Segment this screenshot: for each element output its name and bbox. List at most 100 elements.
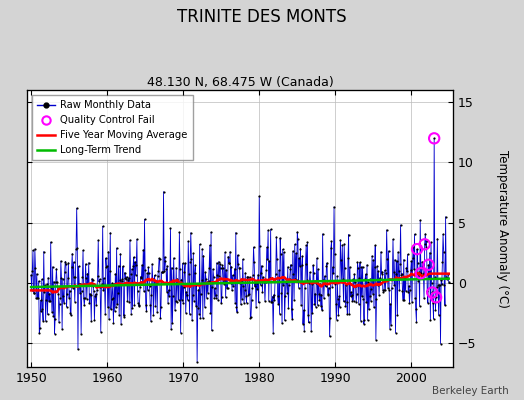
Point [107,296,116,302]
Point [171,298,180,304]
Point [129,263,137,269]
Point [271,275,279,282]
Point [259,279,268,285]
Point [279,282,288,288]
Point [365,306,373,313]
Point [111,271,119,277]
Point [391,256,399,263]
Point [220,280,228,287]
Point [265,298,273,304]
Point [170,280,179,286]
Point [419,270,428,277]
Point [432,284,441,290]
Point [133,288,141,294]
Point [292,250,300,256]
Point [388,276,397,282]
Point [429,316,438,322]
Point [185,311,194,318]
Point [263,256,271,262]
Point [177,276,185,283]
Point [379,288,388,295]
Point [208,327,216,334]
Point [101,283,109,290]
Point [257,270,265,276]
Point [107,306,115,312]
Point [165,287,173,293]
Point [46,298,54,304]
Point [385,286,394,293]
Point [287,262,295,268]
Point [32,271,41,277]
Point [400,297,409,303]
Point [195,310,203,317]
Point [240,300,248,306]
Point [391,330,400,336]
Point [422,238,431,244]
Point [202,295,211,301]
Point [270,297,279,304]
Point [241,270,249,276]
Point [169,292,177,299]
Point [69,285,77,291]
Point [216,265,225,271]
Point [148,261,156,267]
Point [68,250,77,257]
Point [443,276,452,282]
Point [220,277,228,284]
Point [61,258,70,265]
Point [275,311,283,317]
Point [250,283,259,290]
Point [164,300,172,306]
Point [404,288,412,295]
Point [344,232,353,238]
Point [320,295,328,301]
Point [113,301,122,307]
Point [357,264,365,270]
Point [340,298,348,305]
Point [337,278,346,284]
Point [176,266,184,272]
Point [138,262,146,268]
Point [255,299,263,306]
Point [286,266,294,273]
Point [403,268,411,275]
Point [166,225,174,232]
Point [45,290,53,297]
Point [364,317,372,324]
Point [83,270,92,277]
Point [217,300,225,306]
Point [67,312,75,318]
Point [343,298,351,305]
Point [192,303,200,309]
Point [86,292,95,298]
Point [301,285,309,291]
Point [444,279,453,285]
Point [374,282,382,288]
Point [128,266,136,272]
Point [135,303,143,310]
Point [161,258,170,264]
Point [236,280,244,286]
Point [213,272,222,278]
Point [314,291,323,297]
Point [269,330,277,336]
Point [380,267,389,274]
Point [314,266,322,272]
Point [214,258,223,265]
Point [123,298,132,305]
Point [290,296,298,303]
Point [318,307,326,313]
Point [341,264,349,271]
Point [258,262,266,269]
Point [43,281,51,287]
Point [253,280,261,286]
Point [354,265,362,272]
Point [152,280,161,286]
Point [50,278,58,285]
Point [252,304,260,310]
Point [254,272,262,278]
Point [103,263,111,270]
Point [266,275,274,281]
Point [277,290,286,296]
Point [60,300,68,306]
